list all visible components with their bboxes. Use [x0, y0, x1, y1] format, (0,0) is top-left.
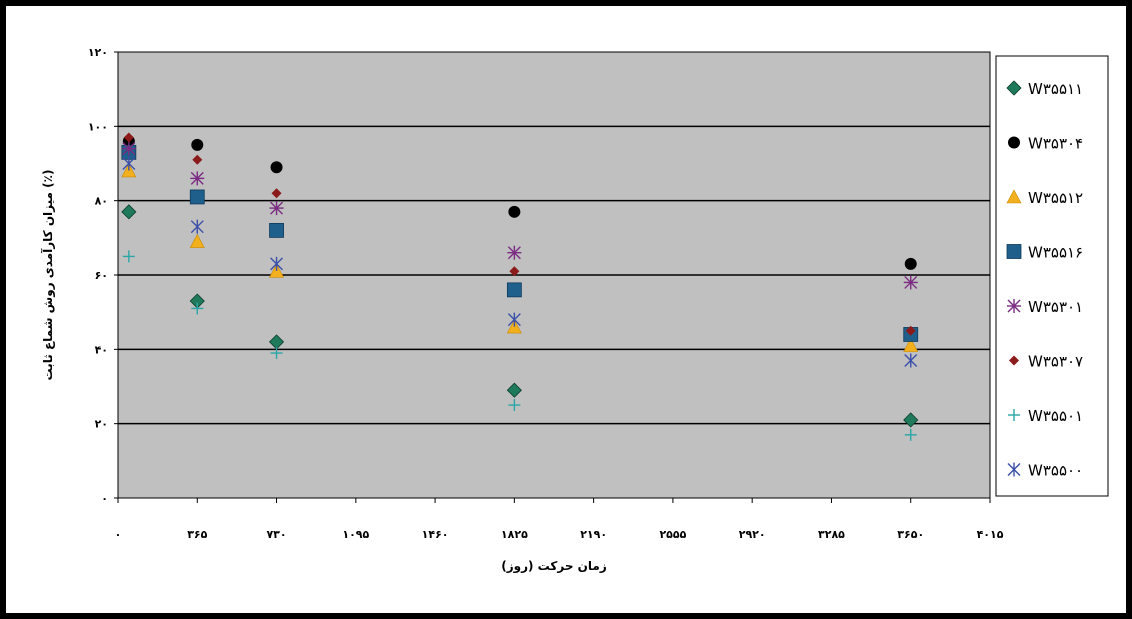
- legend-label: W۳۵۳۰۴: [1028, 135, 1083, 153]
- y-tick-label: ۰: [101, 492, 108, 505]
- legend-marker: [1007, 299, 1021, 313]
- data-point: [508, 399, 521, 412]
- data-point: [190, 171, 205, 186]
- data-point: [905, 325, 916, 336]
- data-point: [191, 138, 204, 151]
- legend-item: W۳۵۳۰۱: [1007, 298, 1083, 316]
- data-point: [121, 141, 136, 156]
- data-point: [192, 154, 203, 165]
- x-tick-label: ۰: [115, 528, 122, 541]
- x-tick-label: ۳۲۸۵: [818, 528, 845, 541]
- legend-label: W۳۵۵۰۱: [1028, 407, 1083, 425]
- data-point: [904, 353, 918, 368]
- data-point: [122, 156, 136, 171]
- data-point: [191, 302, 204, 315]
- legend-label: W۳۵۵۱۶: [1028, 244, 1083, 262]
- data-point: [189, 233, 205, 248]
- y-tick-label: ۸۰: [95, 195, 108, 208]
- data-point: [270, 161, 283, 174]
- data-point: [122, 250, 135, 263]
- data-point: [509, 266, 520, 277]
- legend-marker: [1006, 244, 1022, 259]
- legend-label: W۳۵۵۱۲: [1028, 189, 1083, 207]
- data-point: [903, 337, 919, 352]
- legend-item: W۳۵۵۱۲: [1006, 189, 1083, 207]
- legend-box: [995, 55, 1109, 497]
- data-point: [270, 347, 283, 360]
- legend-marker: [1006, 189, 1022, 204]
- data-point: [190, 219, 204, 234]
- y-tick-label: ۲۰: [95, 418, 108, 431]
- x-axis: ۰ ۳۶۵ ۷۳۰ ۱۰۹۵ ۱۴۶۰ ۱۸۲۵ ۲۱۹۰ ۲۵۵۵ ۲۹۲۰ ۳۲۸۵ ۳۶۵۰ ۴…: [115, 498, 1004, 541]
- data-point: [903, 275, 918, 290]
- legend-marker: [1008, 409, 1020, 421]
- legend-item: W۳۵۳۰۴: [1008, 135, 1083, 153]
- data-point: [507, 245, 522, 260]
- legend-label: W۳۵۳۰۱: [1028, 298, 1083, 316]
- data-point: [269, 201, 284, 216]
- legend-marker: [1007, 462, 1021, 477]
- legend-item: W۳۵۵۰۰: [1007, 462, 1083, 480]
- legend-item: W۳۵۵۱۶: [1006, 244, 1083, 262]
- legend-label: W۳۵۵۰۰: [1028, 462, 1083, 480]
- y-axis: ۰ ۲۰ ۴۰ ۶۰ ۸۰ ۱۰۰ ۱۲۰: [88, 46, 118, 505]
- data-point: [507, 312, 521, 327]
- data-points: [121, 132, 919, 441]
- x-tick-label: ۱۰۹۵: [342, 528, 369, 541]
- data-point: [506, 282, 522, 298]
- data-point: [269, 222, 284, 238]
- legend-marker: [1008, 136, 1020, 149]
- data-point: [121, 204, 137, 220]
- x-tick-label: ۱۴۶۰: [422, 528, 449, 541]
- legend-label: W۳۵۳۰۷: [1028, 353, 1083, 371]
- legend-marker: [1006, 80, 1022, 96]
- legend-marker: [1009, 355, 1019, 366]
- data-point: [506, 382, 522, 398]
- y-tick-label: ۱۲۰: [88, 46, 108, 59]
- x-tick-label: ۲۱۹۰: [580, 528, 607, 541]
- data-point: [508, 205, 521, 218]
- x-tick-label: ۲۵۵۵: [659, 528, 686, 541]
- data-point: [270, 256, 284, 271]
- legend-item: W۳۵۵۰۱: [1008, 407, 1083, 425]
- data-point: [271, 188, 282, 199]
- x-tick-label: ۱۸۲۵: [501, 528, 528, 541]
- data-point: [904, 428, 917, 441]
- x-tick-label: ۴۰۱۵: [977, 528, 1004, 541]
- legend-item: W۳۵۳۰۷: [1009, 353, 1083, 371]
- y-tick-label: ۶۰: [95, 269, 108, 282]
- data-point: [123, 132, 134, 143]
- data-point: [904, 257, 917, 270]
- x-tick-label: ۷۳۰: [266, 528, 286, 541]
- x-tick-label: ۳۶۵: [187, 528, 207, 541]
- legend-label: W۳۵۵۱۱: [1028, 80, 1083, 98]
- legend-item: W۳۵۵۱۱: [1006, 80, 1083, 98]
- x-tick-label: ۳۶۵۰: [897, 528, 924, 541]
- x-axis-label: زمان حرکت (روز): [501, 559, 607, 574]
- gridlines: [118, 125, 990, 425]
- y-axis-label: میزان کارآمدی روش شماع ثابت (٪): [40, 170, 56, 381]
- y-tick-label: ۱۰۰: [88, 120, 108, 133]
- legend: W۳۵۵۱۱ W۳۵۳۰۴ W۳۵۵۱۲ W۳۵۵۱۶ W۳۵۳۰۱ W۳۵۳۰۷ W۳۵۵…: [1006, 80, 1083, 480]
- x-tick-label: ۲۹۲۰: [739, 528, 766, 541]
- data-point: [903, 412, 919, 428]
- data-point: [189, 189, 205, 205]
- y-tick-label: ۴۰: [95, 343, 108, 356]
